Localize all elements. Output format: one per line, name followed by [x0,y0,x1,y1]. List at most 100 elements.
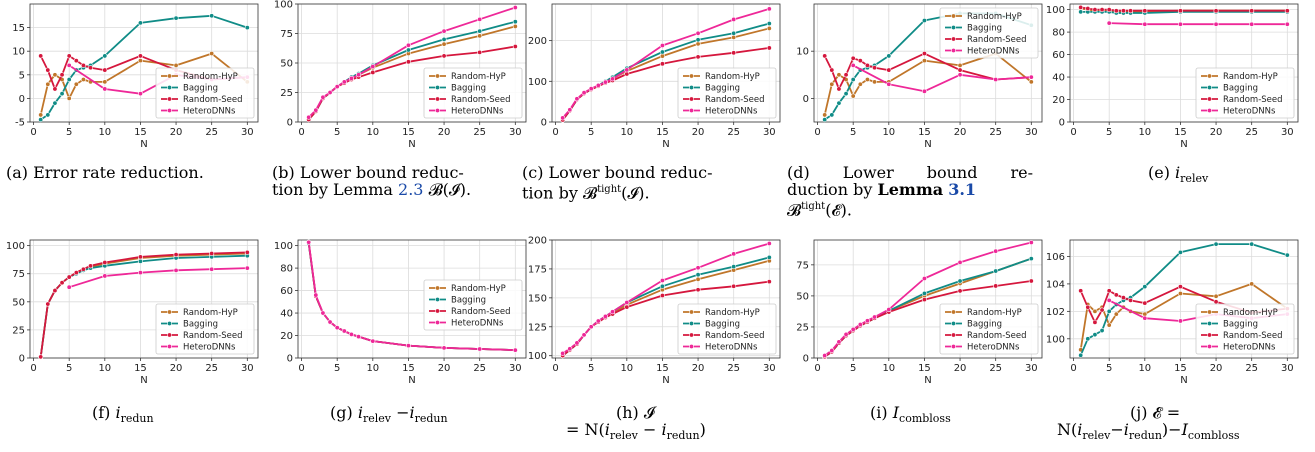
data-point [850,62,856,68]
x-tick-label: 0 [298,127,304,138]
data-point [829,67,835,73]
grid [30,240,258,359]
data-point [137,254,143,260]
data-point [1028,79,1034,85]
y-tick-label: 100 [274,0,293,11]
data-point [766,254,772,260]
data-point [595,318,601,324]
data-point [695,41,701,47]
data-point [137,91,143,97]
data-point [560,350,566,356]
y-tick-label: 60 [1052,50,1065,61]
series-heterodnns [1106,20,1290,27]
chart-svg-d: 0 5 10 15 20 25 30 0 10 N Random-HyP BaggingRandom-… [796,3,1043,150]
caption-i-sub: combloss [899,412,951,426]
data-point [766,279,772,285]
chart-panel-b: 0 5 10 15 20 25 30 0 25 50 75 100 N Random-HyP Bagging… [268,0,530,160]
y-tick-label: 75 [796,260,809,271]
data-point [822,112,828,118]
data-point [1106,7,1112,13]
y-tick-label: 10 [796,47,809,58]
legend-entry-label: Random-Seed [1223,331,1283,341]
data-point [957,259,963,265]
legend-entry-label: Random-Seed [967,35,1027,45]
chart-panel-c: 0 5 10 15 20 25 30 0 100 200 N Random-HyP Bagging Ran… [522,0,784,160]
y-tick-label: 25 [280,88,293,99]
x-tick-label: 5 [1106,127,1112,138]
legend-entry-label: Random-Seed [451,307,511,317]
data-point [602,79,608,85]
data-point [1142,300,1148,306]
caption-g-label: (g) [330,403,353,422]
data-point [921,51,927,57]
x-tick-label: 30 [1025,127,1038,138]
caption-j-minus: − [1110,420,1124,439]
legend-entry-label: Random-HyP [705,72,760,82]
legend-entry-label: Random-Seed [1223,95,1283,105]
x-axis-label: N [408,139,415,150]
y-tick-label: 100 [274,241,293,252]
plot-frame [1069,239,1299,359]
data-point [1142,315,1148,321]
x-tick-label: 5 [850,363,856,374]
series-heterodnns [850,62,1034,94]
data-point [80,62,86,68]
legend-entry-label: HeteroDNNs [705,343,758,353]
caption-b-ref-link[interactable]: 2.3 [398,180,424,199]
data-point [244,25,250,31]
data-point [173,252,179,258]
data-point [356,72,362,78]
data-point [137,270,143,276]
data-point [659,277,665,283]
x-tick-label: 5 [1106,363,1112,374]
x-tick-label: 25 [1245,127,1258,138]
data-point [370,64,376,70]
data-point [66,284,72,290]
data-point [921,290,927,296]
data-point [137,53,143,59]
data-point [1106,308,1112,314]
y-tick-label: 50 [796,291,809,302]
caption-d-ref-link[interactable]: 3.1 [948,180,977,199]
x-tick-label: 25 [989,363,1002,374]
y-tick-label: 75 [12,269,25,280]
caption-c: (c) Lower bound reduc- tion by 𝓑tight(𝓘)… [522,164,713,201]
data-point [341,79,347,85]
caption-j-var3: I [1181,420,1188,439]
data-point [244,249,250,255]
legend-entry-label: Random-HyP [183,72,238,82]
series-heterodnns [306,5,518,120]
caption-d-math: 𝓑 [787,200,802,220]
legend-entry-label: Bagging [705,320,740,330]
x-tick-label: 0 [298,363,304,374]
caption-d-w2: Lower [842,163,894,182]
data-point [957,278,963,284]
x-tick-label: 10 [1138,127,1151,138]
data-point [512,43,518,49]
x-tick-label: 30 [241,363,254,374]
data-point [829,112,835,118]
chart-svg-h: 0 5 10 15 20 25 30 100 125 150 175 200 N Random-HyP Ba… [528,236,781,386]
x-tick-label: 30 [1281,363,1294,374]
chart-svg-i: 0 5 10 15 20 25 30 0 25 50 75 N Random-HyP BaggingRan… [796,239,1043,386]
y-tick-label: 150 [528,293,547,304]
x-tick-label: 30 [763,363,776,374]
data-point [659,283,665,289]
x-tick-label: 15 [656,363,669,374]
legend-entry-label: HeteroDNNs [183,343,236,353]
data-point [843,331,849,337]
x-tick-label: 20 [170,127,183,138]
chart-svg-a: 0 5 10 15 20 25 30-5051015NRandom-HyPBaggingRa… [12,3,259,150]
data-point [921,18,927,24]
caption-c-line1: (c) Lower bound reduc- [522,163,713,182]
data-point [1249,241,1255,247]
data-point [66,95,72,101]
data-point [574,340,580,346]
data-point [731,283,737,289]
data-point [836,72,842,78]
data-point [477,346,483,352]
legend-entry-label: HeteroDNNs [183,107,236,117]
legend-entry-label: Bagging [1223,84,1258,94]
data-point [102,67,108,73]
y-tick-label: 100 [528,351,547,362]
